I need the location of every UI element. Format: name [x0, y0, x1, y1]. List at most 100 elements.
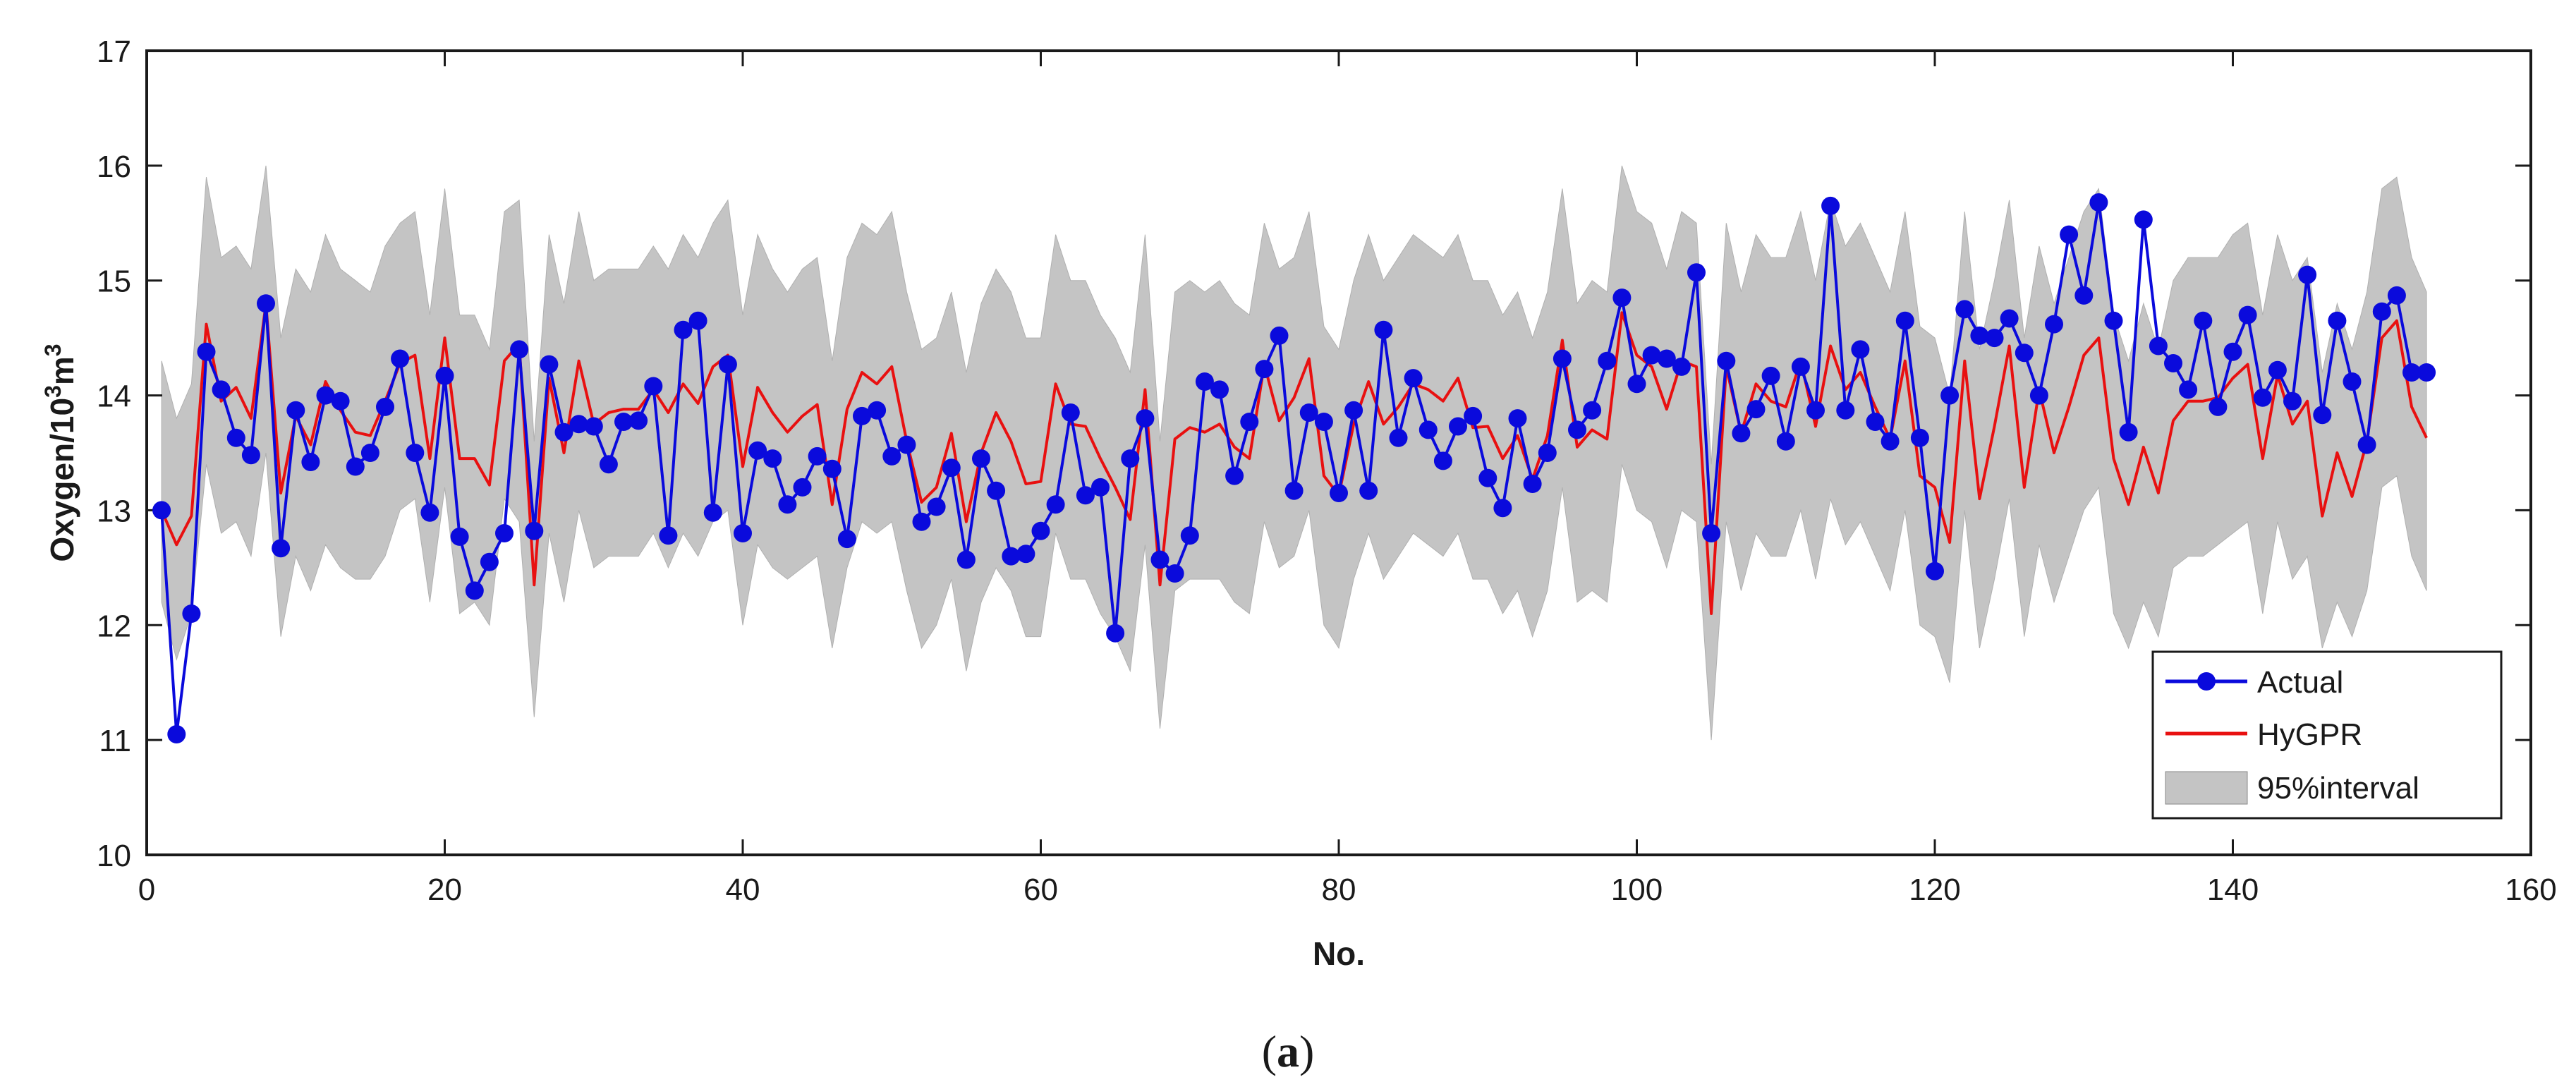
- actual-point: [226, 428, 245, 447]
- actual-point: [837, 530, 856, 549]
- actual-point: [2045, 315, 2063, 334]
- actual-point: [450, 527, 469, 546]
- x-axis-label: No.: [1313, 935, 1365, 972]
- actual-point: [1955, 300, 1974, 319]
- actual-point: [734, 524, 752, 542]
- actual-point: [1359, 481, 1378, 500]
- actual-point: [360, 444, 379, 462]
- actual-point: [2164, 354, 2182, 372]
- actual-point: [644, 377, 663, 396]
- y-axis-label-exp-2: 3: [40, 344, 66, 356]
- actual-point: [331, 391, 350, 411]
- actual-point: [1926, 561, 1944, 580]
- actual-point: [2149, 336, 2168, 355]
- actual-point: [614, 413, 633, 431]
- y-tick-label: 13: [97, 494, 131, 528]
- actual-point: [1002, 547, 1021, 566]
- actual-point: [2372, 302, 2391, 321]
- actual-point: [316, 386, 335, 405]
- actual-point: [1031, 521, 1050, 540]
- actual-point: [1061, 403, 1080, 422]
- actual-point: [1091, 478, 1110, 497]
- y-tick-label: 15: [97, 265, 131, 299]
- actual-point: [1821, 196, 1840, 215]
- actual-point: [2343, 372, 2362, 391]
- actual-point: [1508, 409, 1527, 428]
- actual-point: [540, 355, 559, 374]
- actual-point: [2357, 435, 2376, 454]
- actual-point: [1106, 624, 1125, 643]
- confidence-band: [161, 165, 2427, 741]
- actual-point: [2060, 225, 2079, 244]
- actual-point: [2238, 305, 2257, 324]
- hygpr-line: [160, 302, 2428, 615]
- y-axis-label: Oxygen/103m3: [40, 344, 80, 561]
- actual-point: [182, 604, 201, 623]
- actual-point: [2194, 311, 2213, 330]
- actual-point: [1702, 524, 1721, 542]
- actual-point: [1284, 481, 1304, 500]
- actual-point: [1076, 486, 1095, 505]
- actual-point: [1493, 499, 1512, 518]
- actual-point: [1836, 401, 1855, 420]
- actual-point: [972, 449, 990, 468]
- actual-point: [942, 458, 961, 478]
- actual-point: [1225, 466, 1244, 485]
- actual-point: [1046, 495, 1065, 514]
- confidence-band-layer: [161, 165, 2427, 741]
- actual-point: [1210, 380, 1229, 399]
- actual-point: [1404, 369, 1423, 388]
- actual-point: [2298, 265, 2317, 284]
- caption-letter: a: [1277, 1026, 1299, 1076]
- actual-point: [435, 366, 454, 385]
- actual-point: [525, 521, 544, 540]
- legend-interval-label: 95%interval: [2257, 771, 2419, 806]
- y-tick-label: 17: [97, 35, 131, 69]
- actual-point: [1806, 401, 1825, 420]
- caption-paren-open: (: [1262, 1026, 1277, 1076]
- actual-point: [2313, 406, 2332, 425]
- actual-point: [1314, 413, 1333, 431]
- actual-point: [2417, 363, 2436, 382]
- actual-point: [301, 453, 320, 471]
- actual-point: [1136, 409, 1155, 428]
- actual-point: [882, 446, 901, 466]
- actual-point: [2283, 391, 2302, 411]
- actual-point: [1478, 468, 1497, 487]
- actual-point: [1851, 340, 1870, 359]
- actual-point: [495, 524, 514, 542]
- y-tick-label: 10: [97, 839, 131, 873]
- x-tick-label: 40: [726, 873, 760, 907]
- actual-point: [1538, 444, 1557, 462]
- actual-point: [703, 503, 722, 522]
- actual-point: [1433, 451, 1452, 470]
- caption-paren-close: ): [1299, 1026, 1314, 1076]
- actual-point: [197, 342, 216, 361]
- legend: Actual HyGPR 95%interval: [2151, 650, 2503, 820]
- actual-point: [554, 423, 573, 442]
- actual-point: [1612, 288, 1632, 308]
- actual-point: [1970, 326, 1989, 345]
- actual-point: [1687, 263, 1706, 282]
- actual-point: [1627, 375, 1646, 394]
- actual-point: [2029, 386, 2048, 405]
- actual-point: [1583, 401, 1602, 420]
- actual-point: [1791, 357, 1810, 376]
- actual-point: [1598, 351, 1617, 370]
- actual-point: [1195, 372, 1214, 391]
- actual-point: [912, 512, 931, 531]
- actual-point: [629, 411, 648, 430]
- y-axis-label-exp-1: 3: [40, 385, 66, 398]
- actual-point: [1881, 432, 1900, 451]
- x-tick-label: 0: [138, 873, 155, 907]
- y-axis-label-unit: m: [44, 356, 80, 385]
- legend-actual-label: Actual: [2257, 665, 2343, 700]
- actual-point: [1374, 320, 1393, 339]
- actual-point: [346, 457, 365, 476]
- actual-point: [2119, 423, 2138, 442]
- y-tick-label: 12: [97, 609, 131, 643]
- actual-point: [1642, 346, 1661, 365]
- x-tick-label: 160: [2505, 873, 2556, 907]
- actual-point: [241, 446, 260, 465]
